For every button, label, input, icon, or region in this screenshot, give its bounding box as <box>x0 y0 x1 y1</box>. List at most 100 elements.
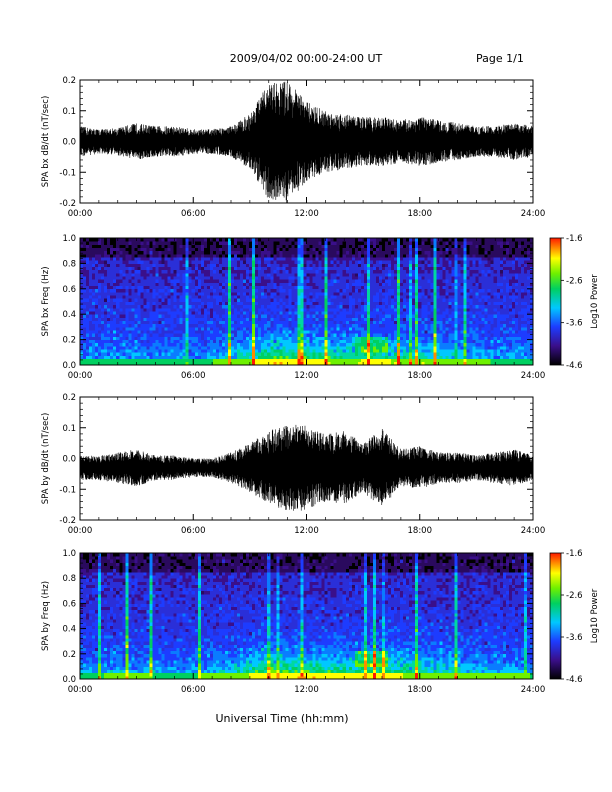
spectrogram-cell <box>354 282 359 287</box>
spectrogram-cell <box>409 250 413 255</box>
spectrogram-cell <box>303 345 307 350</box>
spectrogram-cell <box>348 320 353 325</box>
spectrogram-cell <box>128 269 132 274</box>
spectrogram-cell <box>430 244 434 248</box>
spectrogram-cell <box>333 291 338 296</box>
spectrogram-cell <box>372 339 377 344</box>
spectrogram-cell <box>110 266 114 271</box>
spectrogram-cell <box>182 304 187 309</box>
spectrogram-cell <box>176 272 181 277</box>
spectrogram-cell <box>131 295 135 299</box>
spectrogram-cell <box>412 323 416 328</box>
spectrogram-cell <box>167 314 171 318</box>
spectrogram-cell <box>224 352 229 356</box>
spectrogram-cell <box>345 352 350 356</box>
spectrogram-cell <box>140 358 144 363</box>
spectrogram-cell <box>363 301 368 306</box>
spectrogram-cell <box>339 279 344 283</box>
spectrogram-cell <box>255 238 259 242</box>
spectrogram-cell <box>173 298 178 302</box>
spectrogram-cell <box>161 288 165 293</box>
spectrogram-cell <box>282 317 286 321</box>
spectrogram-cell <box>255 263 259 267</box>
spectrogram-cell <box>294 333 298 337</box>
spectrogram-cell <box>418 298 422 302</box>
spectrogram-cell <box>394 247 398 252</box>
spectrogram-cell <box>107 282 111 287</box>
spectrogram-cell <box>312 291 316 296</box>
spectrogram-cell <box>378 358 383 363</box>
spectrogram-cell <box>179 238 184 242</box>
spectrogram-cell <box>357 241 362 245</box>
spectrogram-cell <box>324 358 329 363</box>
spectrogram-cell <box>394 311 398 315</box>
spectrogram-cell <box>176 361 181 366</box>
spectrogram-cell <box>134 355 138 360</box>
spectrogram-cell <box>164 241 168 245</box>
spectrogram-cell <box>246 355 250 360</box>
spectrogram-cell <box>212 244 217 248</box>
spectrogram-cell <box>173 320 178 325</box>
spectrogram-cell <box>288 320 292 325</box>
spectrogram-cell <box>324 339 329 344</box>
spectrogram-cell <box>409 260 413 264</box>
spectrogram-cell <box>246 307 250 312</box>
spectrogram-cell <box>360 241 365 245</box>
spectrogram-cell <box>122 352 126 356</box>
spectrogram-cell <box>240 333 244 337</box>
spectrogram-cell <box>285 279 289 283</box>
spectrogram-cell <box>258 295 262 299</box>
spectrogram-cell <box>149 244 153 248</box>
spectrogram-cell <box>309 298 313 302</box>
spectrogram-cell <box>375 269 380 274</box>
spectrogram-cell <box>215 345 220 350</box>
spectrogram-cell <box>309 339 313 344</box>
spectrogram-cell <box>249 260 253 264</box>
spectrogram-cell <box>391 238 395 242</box>
spectrogram-cell <box>140 339 144 344</box>
spectrogram-cell <box>188 336 193 340</box>
spectrogram-cell <box>249 333 253 337</box>
spectrogram-cell <box>255 307 259 312</box>
spectrogram-cell <box>297 257 301 261</box>
spectrogram-cell <box>424 355 428 360</box>
spectrogram-cell <box>351 279 356 283</box>
spectrogram-cell <box>258 304 262 309</box>
spectrogram-cell <box>212 314 217 318</box>
spectrogram-cell <box>409 333 413 337</box>
spectrogram-cell <box>149 317 153 321</box>
chart-panel-1: 00:00 06:00 12:00 18:00 24:00-0.2-0.10.00.10… <box>41 76 545 219</box>
spectrogram-cell <box>158 247 162 252</box>
spectrogram-cell <box>131 247 135 252</box>
spectrogram-cell <box>276 238 280 242</box>
spectrogram-cell <box>315 355 319 360</box>
spectrogram-cell <box>309 253 313 258</box>
spectrogram-cell <box>394 288 398 293</box>
spectrogram-cell <box>306 272 310 277</box>
spectrogram-cell <box>194 317 199 321</box>
spectrogram-cell <box>342 342 347 347</box>
spectrogram-cell <box>397 279 401 283</box>
spectrogram-cell <box>176 307 181 312</box>
spectrogram-cell <box>146 291 150 296</box>
spectrogram-cell <box>424 247 428 252</box>
spectrogram-cell <box>442 238 446 242</box>
spectrogram-cell <box>234 326 238 331</box>
spectrogram-cell <box>185 317 190 321</box>
spectrogram-cell <box>92 291 96 296</box>
spectrogram-cell <box>363 304 368 309</box>
spectrogram-cell <box>309 282 313 287</box>
spectrogram-cell <box>436 301 440 306</box>
spectrogram-cell <box>140 326 144 331</box>
spectrogram-cell <box>342 263 347 267</box>
spectrogram-cell <box>218 361 223 366</box>
spectrogram-cell <box>197 336 202 340</box>
spectrogram-cell <box>415 307 419 312</box>
spectrogram-cell <box>146 330 150 334</box>
spectrogram-cell <box>164 361 168 366</box>
spectrogram-cell <box>80 276 84 280</box>
spectrogram-cell <box>288 323 292 328</box>
spectrogram-cell <box>215 323 220 328</box>
spectrogram-cell <box>321 288 326 293</box>
spectrogram-cell <box>261 241 265 245</box>
